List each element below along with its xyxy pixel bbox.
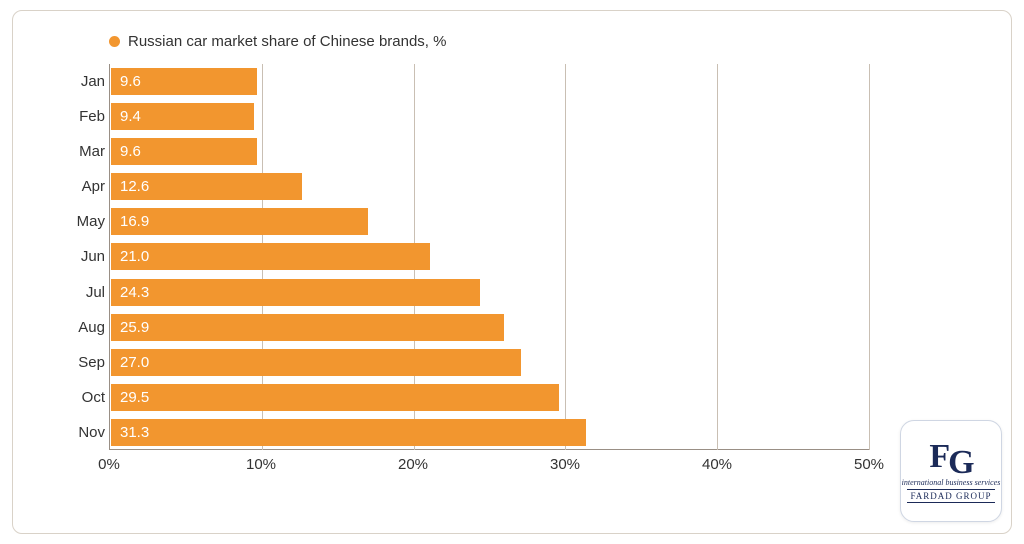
bar: 12.6 (111, 173, 302, 200)
legend-label: Russian car market share of Chinese bran… (128, 33, 446, 50)
plot: 9.6 9.4 9.6 12.6 16.9 21.0 24.3 25.9 27.… (109, 64, 869, 450)
x-label: 50% (854, 456, 884, 473)
bar-value: 16.9 (120, 213, 149, 230)
bar-row: 12.6 (111, 169, 870, 204)
y-label: Nov (65, 415, 105, 450)
y-label: Oct (65, 380, 105, 415)
bar-value: 24.3 (120, 284, 149, 301)
x-label: 0% (98, 456, 120, 473)
chart-area: Jan Feb Mar Apr May Jun Jul Aug Sep Oct … (109, 64, 869, 482)
bar-value: 25.9 (120, 319, 149, 336)
bar: 16.9 (111, 208, 368, 235)
bar-value: 9.6 (120, 143, 141, 160)
y-label: Aug (65, 310, 105, 345)
bar: 24.3 (111, 279, 480, 306)
bar: 25.9 (111, 314, 504, 341)
bar-row: 31.3 (111, 415, 870, 450)
bar-row: 25.9 (111, 310, 870, 345)
x-label: 40% (702, 456, 732, 473)
bar: 31.3 (111, 419, 586, 446)
logo-name: FARDAD GROUP (907, 489, 994, 503)
brand-logo: F G international business services FARD… (900, 420, 1002, 522)
bar-row: 9.4 (111, 99, 870, 134)
bar-row: 27.0 (111, 345, 870, 380)
y-label: Jan (65, 64, 105, 99)
y-label: Mar (65, 134, 105, 169)
bar-value: 21.0 (120, 248, 149, 265)
legend-bullet-icon (109, 36, 120, 47)
bar-value: 9.4 (120, 108, 141, 125)
y-axis-labels: Jan Feb Mar Apr May Jun Jul Aug Sep Oct … (65, 64, 105, 450)
logo-letter-f: F (929, 440, 948, 474)
y-label: Sep (65, 345, 105, 380)
y-label: Jun (65, 239, 105, 274)
bar: 9.6 (111, 138, 257, 165)
bar-value: 12.6 (120, 178, 149, 195)
x-axis-labels: 0% 10% 20% 30% 40% 50% (109, 456, 869, 480)
legend: Russian car market share of Chinese bran… (109, 33, 971, 50)
bar-value: 29.5 (120, 389, 149, 406)
bar-row: 29.5 (111, 380, 870, 415)
bar-row: 24.3 (111, 274, 870, 309)
bar: 9.4 (111, 103, 254, 130)
x-label: 20% (398, 456, 428, 473)
y-label: Jul (65, 275, 105, 310)
bar: 27.0 (111, 349, 521, 376)
bar-row: 9.6 (111, 134, 870, 169)
y-label: Apr (65, 169, 105, 204)
bar-row: 21.0 (111, 239, 870, 274)
logo-initials: F G (929, 440, 972, 474)
logo-letter-g: G (948, 446, 972, 480)
bar-value: 9.6 (120, 73, 141, 90)
y-label: Feb (65, 99, 105, 134)
bar: 21.0 (111, 243, 430, 270)
bar-row: 9.6 (111, 64, 870, 99)
bar-value: 27.0 (120, 354, 149, 371)
chart-card: Russian car market share of Chinese bran… (12, 10, 1012, 534)
bar-value: 31.3 (120, 424, 149, 441)
x-label: 10% (246, 456, 276, 473)
bar: 29.5 (111, 384, 559, 411)
bar-row: 16.9 (111, 204, 870, 239)
y-label: May (65, 204, 105, 239)
x-label: 30% (550, 456, 580, 473)
bars-container: 9.6 9.4 9.6 12.6 16.9 21.0 24.3 25.9 27.… (111, 64, 870, 450)
bar: 9.6 (111, 68, 257, 95)
